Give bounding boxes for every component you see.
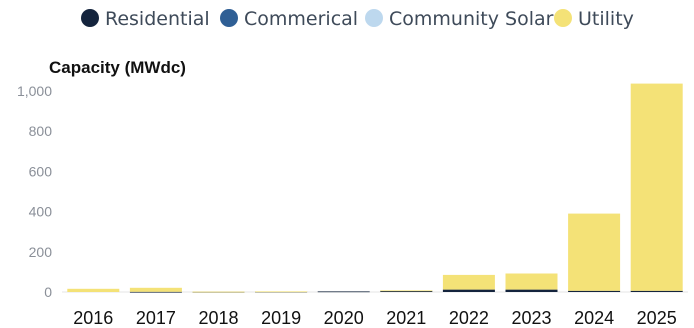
y-axis-ticks: 0 200 400 600 800 1,000 (17, 83, 52, 300)
legend-label-utility: Utility (578, 8, 634, 30)
bar-2021-residential (380, 290, 433, 292)
legend-swatch-residential (81, 9, 99, 27)
x-tick-label-2020: 2020 (324, 308, 364, 328)
x-tick-label-2025: 2025 (637, 308, 677, 328)
y-tick-label: 200 (29, 244, 53, 260)
bar-2024-utility (568, 213, 621, 291)
y-tick-label: 400 (29, 204, 53, 220)
bar-2022-residential (442, 289, 495, 292)
x-tick-label-2019: 2019 (261, 308, 301, 328)
bar-2017-utility (129, 287, 182, 292)
legend: Residential Commerical Community Solar Util… (81, 8, 634, 30)
x-tick-label-2024: 2024 (574, 308, 614, 328)
y-tick-label: 1,000 (17, 83, 52, 99)
y-axis-label: Capacity (MWdc) (49, 58, 186, 77)
x-tick-label-2018: 2018 (198, 308, 238, 328)
bar-2019-utility (255, 291, 308, 293)
legend-swatch-utility (554, 9, 572, 27)
bar-2023-residential (505, 289, 558, 292)
x-tick-label-2017: 2017 (136, 308, 176, 328)
legend-label-commerical: Commerical (244, 8, 358, 30)
x-axis-ticks: 2016 2017 2018 2019 2020 2021 2022 2023 2024 2025 (73, 308, 676, 328)
bar-2016-utility (67, 288, 120, 292)
y-tick-label: 0 (44, 284, 52, 300)
x-tick-label-2023: 2023 (511, 308, 551, 328)
legend-swatch-community-solar (365, 9, 383, 27)
y-tick-label: 600 (29, 163, 53, 179)
bar-2025-residential (630, 290, 683, 292)
bar-2018-utility (192, 291, 245, 293)
bar-2023-utility (505, 273, 558, 290)
bar-2021-utility (380, 290, 433, 292)
bar-2020-residential (317, 291, 370, 293)
x-tick-label-2022: 2022 (449, 308, 489, 328)
x-tick-label-2016: 2016 (73, 308, 113, 328)
bar-2025-utility (630, 83, 683, 291)
legend-swatch-commerical (220, 9, 238, 27)
legend-label-community-solar: Community Solar (389, 8, 554, 30)
x-tick-label-2021: 2021 (386, 308, 426, 328)
bar-2024-residential (568, 290, 621, 292)
y-tick-label: 800 (29, 123, 53, 139)
bars (67, 83, 683, 293)
bar-2022-utility (442, 274, 495, 290)
legend-label-residential: Residential (105, 8, 210, 30)
bar-2017-residential (129, 291, 182, 293)
